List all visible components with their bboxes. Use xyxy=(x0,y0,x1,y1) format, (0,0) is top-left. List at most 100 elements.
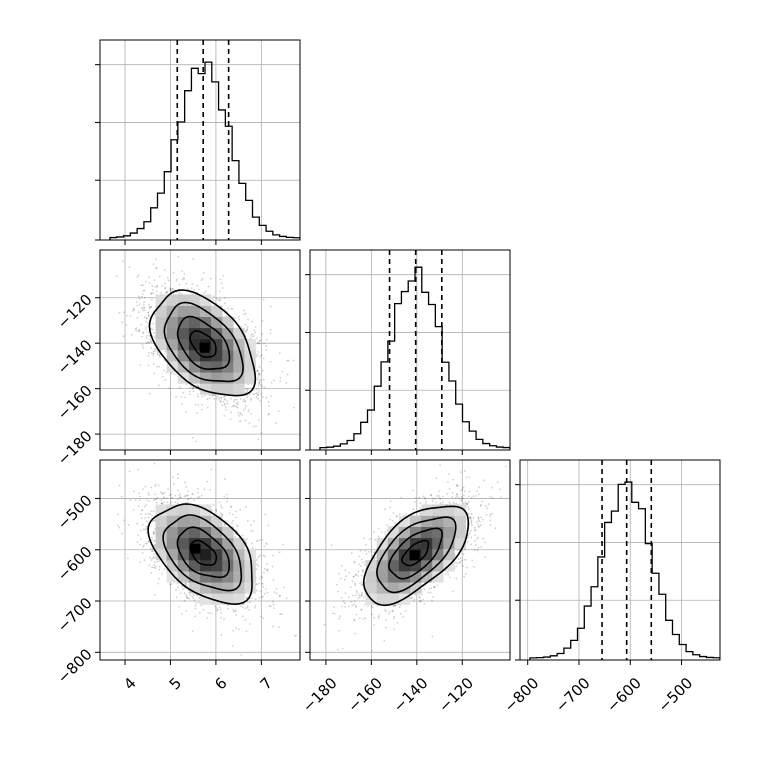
scatter-point xyxy=(234,609,237,612)
scatter-point xyxy=(150,510,152,513)
y-tick-label: −120 xyxy=(54,291,96,333)
scatter-point xyxy=(169,289,172,291)
scatter-point xyxy=(226,402,229,405)
scatter-point xyxy=(155,501,158,504)
scatter-point xyxy=(257,384,260,387)
scatter-point xyxy=(258,582,261,585)
scatter-point xyxy=(122,335,125,338)
scatter-point xyxy=(181,585,184,588)
scatter-point xyxy=(253,606,256,609)
scatter-point xyxy=(201,408,204,411)
scatter-point xyxy=(260,575,263,578)
scatter-point xyxy=(261,582,263,585)
scatter-point xyxy=(144,296,146,299)
scatter-point xyxy=(174,501,177,503)
scatter-point xyxy=(242,615,244,618)
scatter-point xyxy=(256,337,258,340)
scatter-point xyxy=(292,359,295,362)
scatter-point xyxy=(266,591,269,594)
scatter-point xyxy=(137,505,140,508)
scatter-point xyxy=(268,404,271,407)
density-cell xyxy=(188,372,201,384)
scatter-point xyxy=(152,532,155,535)
scatter-point xyxy=(207,285,210,288)
scatter-point xyxy=(142,306,145,309)
scatter-point xyxy=(235,402,238,405)
scatter-point xyxy=(161,502,163,505)
density-cell xyxy=(188,327,201,340)
scatter-point xyxy=(151,550,154,553)
scatter-point xyxy=(269,332,272,335)
scatter-point xyxy=(258,389,261,392)
scatter-point xyxy=(220,504,222,507)
scatter-point xyxy=(197,385,200,388)
scatter-point xyxy=(206,406,209,409)
scatter-point xyxy=(249,399,252,401)
scatter-point xyxy=(141,523,144,526)
scatter-point xyxy=(154,593,157,596)
scatter-point xyxy=(193,499,196,502)
scatter-point xyxy=(184,494,187,497)
scatter-point xyxy=(167,488,170,491)
scatter-point xyxy=(218,606,221,609)
scatter-point xyxy=(163,501,165,504)
pair-panel-1 xyxy=(117,462,298,656)
scatter-point xyxy=(227,607,229,610)
scatter-point xyxy=(158,365,160,368)
scatter-point xyxy=(231,519,234,522)
scatter-point xyxy=(146,317,148,320)
scatter-point xyxy=(231,307,234,310)
scatter-point xyxy=(286,373,289,376)
scatter-point xyxy=(158,565,161,568)
scatter-point xyxy=(270,395,272,398)
scatter-point xyxy=(153,566,155,569)
scatter-point xyxy=(245,506,247,508)
scatter-point xyxy=(275,592,278,595)
scatter-point xyxy=(235,510,237,513)
scatter-point xyxy=(141,293,144,295)
scatter-point xyxy=(192,386,194,389)
scatter-point xyxy=(177,586,179,589)
density-cell xyxy=(222,338,234,351)
scatter-point xyxy=(156,284,159,287)
scatter-point xyxy=(244,407,247,410)
density-cell xyxy=(155,305,167,317)
scatter-point xyxy=(224,302,226,305)
scatter-point xyxy=(220,282,223,285)
scatter-point xyxy=(245,404,247,407)
density-cell xyxy=(155,294,167,306)
scatter-point xyxy=(258,372,261,375)
scatter-point xyxy=(189,496,192,499)
scatter-point xyxy=(147,516,150,519)
scatter-point xyxy=(136,522,139,525)
scatter-point xyxy=(164,292,167,294)
density-cell xyxy=(188,294,201,306)
scatter-point xyxy=(150,559,153,561)
scatter-point xyxy=(256,378,259,381)
x-tick-label: 4 xyxy=(120,674,139,693)
scatter-point xyxy=(150,306,152,309)
density-cell xyxy=(200,361,212,373)
scatter-point xyxy=(239,413,242,416)
scatter-point xyxy=(232,404,235,407)
density-cell xyxy=(177,305,190,317)
density-cell xyxy=(233,350,245,362)
scatter-point xyxy=(226,400,229,402)
scatter-point xyxy=(250,333,253,336)
scatter-point xyxy=(246,396,248,399)
scatter-point xyxy=(164,379,167,381)
scatter-point xyxy=(189,594,191,597)
scatter-point xyxy=(259,339,261,342)
scatter-point xyxy=(272,578,275,581)
scatter-point xyxy=(187,490,189,493)
scatter-point xyxy=(163,282,166,285)
scatter-point xyxy=(137,534,139,537)
scatter-point xyxy=(251,333,254,336)
y-tick-label: −800 xyxy=(54,645,96,687)
scatter-point xyxy=(254,604,257,607)
scatter-point xyxy=(142,544,145,547)
scatter-point xyxy=(148,392,151,395)
scatter-point xyxy=(168,387,171,390)
density-cell xyxy=(222,372,234,384)
scatter-point xyxy=(149,556,151,559)
